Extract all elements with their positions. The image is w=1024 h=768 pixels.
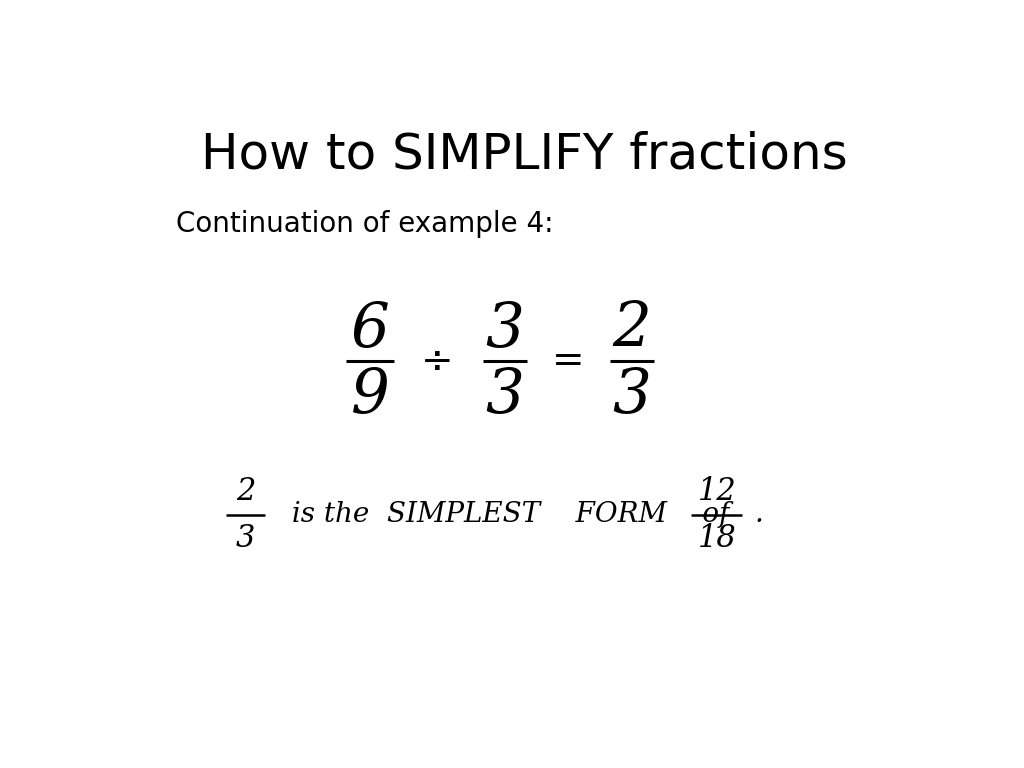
Text: 3: 3 [612,365,651,425]
Text: 12: 12 [697,476,736,507]
Text: 18: 18 [697,523,736,554]
Text: .: . [755,502,764,528]
Text: is the  SIMPLEST    FORM    of: is the SIMPLEST FORM of [283,502,729,528]
Text: 6: 6 [350,299,389,359]
Text: Continuation of example 4:: Continuation of example 4: [176,210,553,238]
Text: 3: 3 [485,365,524,425]
Text: ÷: ÷ [421,343,454,380]
Text: How to SIMPLIFY fractions: How to SIMPLIFY fractions [202,131,848,179]
Text: 3: 3 [236,523,255,554]
Text: 2: 2 [236,476,255,507]
Text: 2: 2 [612,299,651,359]
Text: 3: 3 [485,299,524,359]
Text: 9: 9 [350,365,389,425]
Text: =: = [552,343,585,380]
